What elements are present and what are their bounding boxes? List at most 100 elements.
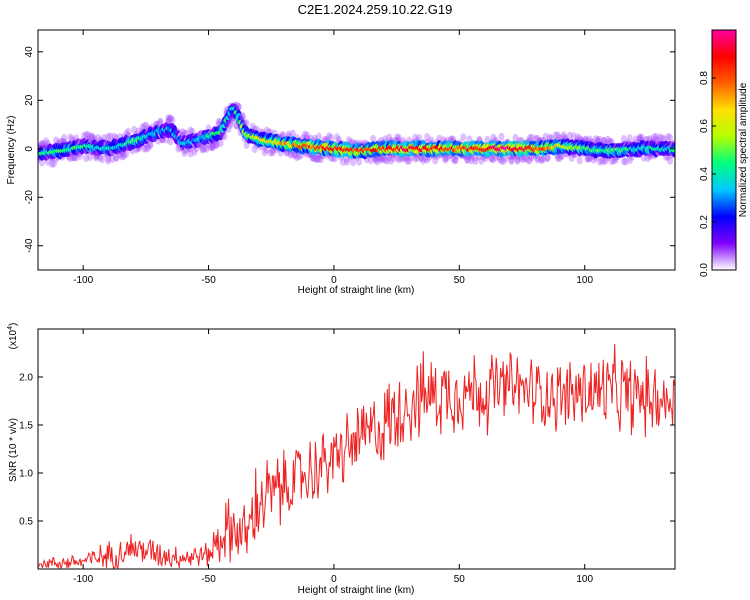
heat-cell [424,155,431,164]
y-multiplier-label: (x104) [7,323,19,350]
colorbar-gradient [712,30,736,270]
heat-cell [181,129,188,138]
heat-cell [131,125,138,134]
y-tick-label: -20 [24,190,35,205]
heat-cell [119,152,126,161]
heat-cell [538,155,545,164]
heat-cell [215,117,222,126]
heat-cell [460,133,467,142]
heat-cell [81,132,88,141]
heat-cell [538,154,545,163]
heat-cell [87,133,94,142]
colorbar-tick-label: 0.6 [699,119,710,133]
top-y-ticks: -40 -20 0 20 40 [24,46,675,253]
heat-cell [327,153,334,162]
heat-cell [544,154,551,163]
heat-cell [558,151,565,160]
heat-cell [157,117,164,126]
heat-cell [636,133,643,142]
heat-cell [560,131,567,140]
heat-cell [49,159,56,168]
heat-cell [432,156,439,165]
heat-cell [201,144,208,153]
heat-cell [189,127,196,136]
heat-cell [658,134,665,143]
heat-cell [113,153,120,162]
heat-cell [221,132,228,141]
heat-cell [235,102,242,111]
heat-cell [243,119,250,128]
heat-cell [95,133,102,142]
heat-cell [384,156,391,165]
heat-cell [452,155,459,164]
top-y-axis-label: Frequency (Hz) [6,116,17,185]
heat-cell [524,155,531,164]
heat-cell [315,154,322,163]
heat-cell [217,139,224,148]
heat-cell [502,154,509,163]
heat-cell [638,133,645,142]
heat-cell [85,130,92,139]
heat-cell [468,156,475,165]
heat-cell [514,156,521,165]
heat-cell [420,156,427,165]
heat-cell [442,155,449,164]
heat-cell [416,134,423,143]
heat-cell [105,156,112,165]
heat-cell [568,153,575,162]
heat-cell [289,129,296,138]
heat-cell [209,141,216,150]
heat-cell [121,151,128,160]
heat-cell [412,154,419,163]
heat-cell [287,150,294,159]
heat-cell [386,153,393,162]
x-tick-label: -50 [201,275,216,286]
heat-cell [227,120,234,129]
snr-panel: -100 -50 0 50 100 0.5 1.0 1.5 2.0 Height of str… [7,323,676,596]
heat-cell [111,132,118,141]
heat-cell [378,153,385,162]
heat-cell [484,135,491,144]
heat-cell [608,157,615,166]
heat-cell [169,115,176,124]
heat-cell [498,156,505,165]
heat-cell [311,154,318,163]
heat-cell [600,137,607,146]
heat-cell [364,155,371,164]
heat-cell [67,133,74,142]
bottom-x-ticks: -100 -50 0 50 100 [73,329,593,585]
heat-cell [540,155,547,164]
heat-cell [53,136,60,145]
heat-cell [600,136,607,145]
heat-cell [89,132,96,141]
heat-cell [620,134,627,143]
heat-cell [592,135,599,144]
heat-cell [488,154,495,163]
x-tick-label: 0 [331,275,337,286]
heat-cell [301,130,308,139]
heat-cell [528,133,535,142]
heat-cell [406,156,413,165]
heat-cell [345,136,352,145]
x-tick-label: 0 [331,574,337,585]
heat-cell [213,139,220,148]
heat-cell [343,157,350,166]
heat-cell [414,153,421,162]
heat-cell [500,156,507,165]
heat-cell [464,155,471,164]
heat-cell [378,155,385,164]
snr-series-line [38,344,675,569]
heat-cell [610,156,617,165]
y-tick-label: 20 [24,94,35,106]
heat-cell [498,132,505,141]
heat-cell [303,131,310,140]
heat-cell [313,154,320,163]
heat-cell [145,143,152,152]
heat-cell [45,157,52,166]
colorbar-tick-label: 0.0 [699,263,710,277]
heat-cell [267,148,274,157]
heat-cell [558,151,565,160]
heat-cell [263,126,270,135]
heat-cell [113,153,120,162]
heat-cell [656,133,663,142]
